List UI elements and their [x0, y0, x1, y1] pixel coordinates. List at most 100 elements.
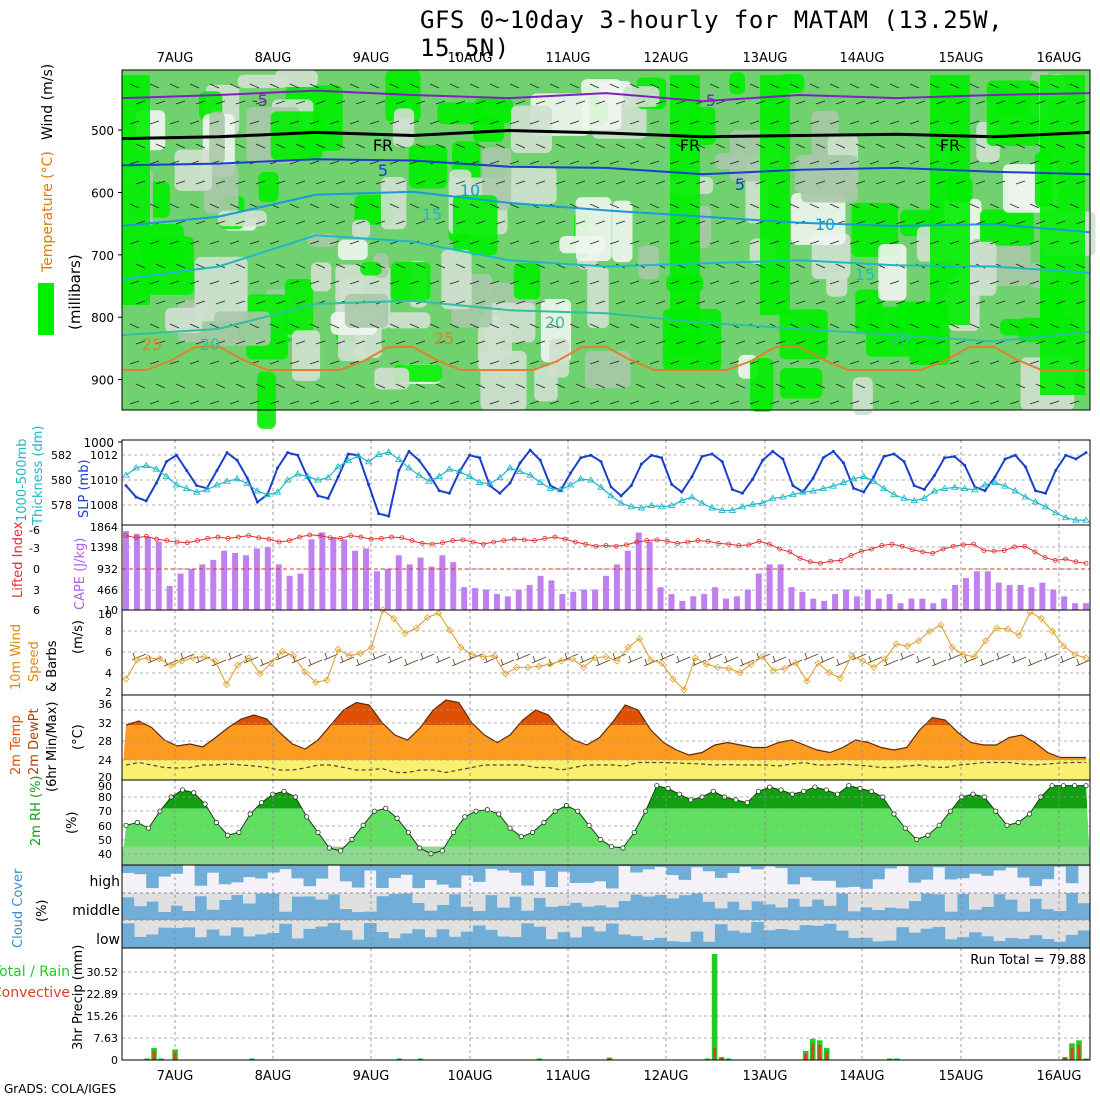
cloud-low-bar [158, 927, 171, 948]
slp-point [1023, 465, 1027, 469]
upper-wind-barb [235, 180, 246, 185]
upper-wind-barb [509, 120, 520, 125]
upper-wind-barb [755, 180, 766, 185]
cape-bar [712, 587, 719, 610]
upper-wind-barb [775, 143, 786, 149]
upper-wind-barb [1035, 180, 1046, 185]
upper-wind-barb [535, 340, 546, 345]
wind-barb [499, 659, 515, 667]
cloud-middle-gap [170, 893, 183, 906]
upper-wind-barb [555, 100, 566, 105]
cloud-middle-gap [315, 893, 329, 900]
slp-point [629, 484, 633, 488]
lifted-index-point [1042, 555, 1048, 560]
upper-wind-barb [515, 180, 526, 185]
upper-wind-barb [415, 180, 426, 185]
upper-wind-barb [849, 203, 860, 209]
rh2m-point [1049, 783, 1055, 789]
wind-barb-flag [836, 658, 840, 666]
wind-barb-flag [324, 652, 328, 660]
cloud-high-bar [884, 865, 897, 869]
wind-barb-flag [756, 652, 760, 660]
slp-point [1084, 451, 1088, 455]
upper-wind-barb [815, 100, 826, 105]
wind-speed-point [669, 675, 677, 683]
thickness-point [435, 472, 444, 479]
rh2m-point [405, 829, 411, 836]
wind-barb-flag [228, 652, 232, 660]
lifted-index-tick-label: 6 [33, 604, 40, 617]
cloud-low-bar [315, 926, 329, 948]
upper-wind-barb [749, 360, 760, 365]
cloud-high-bar [654, 865, 667, 867]
upper-wind-barb [675, 143, 686, 149]
precip-convective-bar [173, 1052, 177, 1060]
cloud-low-bar [351, 939, 365, 948]
upper-wind-barb [149, 240, 160, 245]
upper-wind-barb [149, 360, 160, 365]
upper-wind-barb [955, 383, 966, 389]
upper-wind-barb [415, 383, 426, 389]
wind-speed-point [680, 686, 688, 694]
upper-wind-barb [769, 360, 780, 365]
upper-wind-barb [1009, 83, 1020, 89]
upper-wind-barb [129, 323, 140, 329]
upper-wind-barb [1029, 120, 1040, 125]
top-date-label: 14AUG [839, 51, 884, 66]
top-date-label: 13AUG [742, 51, 787, 66]
lifted-index-point [297, 534, 303, 540]
slp-point [619, 494, 623, 498]
upper-wind-barb [155, 263, 166, 269]
wind-speed-point [1004, 625, 1012, 633]
thickness-point [1031, 498, 1040, 505]
cloud-high-bar [376, 865, 389, 888]
upper-wind-barb [449, 203, 460, 209]
upper-wind-barb [315, 263, 326, 269]
upper-wind-barb [709, 400, 720, 405]
upper-wind-barb [309, 400, 320, 405]
wind-barb [467, 653, 483, 661]
lifted-index-point [470, 539, 476, 545]
cape-bar [581, 589, 588, 610]
rh-shading-cell [504, 166, 557, 205]
upper-wind-barb [795, 300, 806, 305]
upper-wind-barb [1009, 160, 1020, 165]
slp-point [932, 474, 936, 478]
upper-wind-barb [815, 340, 826, 345]
slp-point [751, 477, 755, 481]
upper-wind-barb [969, 400, 980, 405]
wind-barb [947, 653, 963, 661]
cloud-low-bar [497, 936, 510, 948]
wind-barb [451, 659, 467, 667]
upper-wind-barb [689, 400, 700, 405]
thickness-tick-label: 578 [51, 499, 72, 512]
wind-speed-point [892, 640, 900, 648]
cape-bar [908, 598, 915, 610]
upper-wind-barb [475, 340, 486, 345]
lifted-index-point [542, 536, 548, 541]
cloud-middle-gap [1017, 893, 1030, 912]
upper-wind-barb [155, 340, 166, 345]
upper-wind-barb [535, 383, 546, 389]
slp-point [518, 461, 522, 465]
cloud-high-bar [303, 865, 317, 887]
upper-wind-barb [675, 100, 686, 105]
upper-wind-barb [889, 83, 900, 89]
upper-wind-barb [435, 340, 446, 345]
thickness-point [475, 478, 484, 485]
wind-barb [707, 653, 723, 661]
lifted-index-ylabel: Lifted Index [11, 521, 26, 598]
upper-wind-barb [635, 300, 646, 305]
time-axes: 7AUG7AUG8AUG8AUG9AUG9AUG10AUG10AUG11AUG1… [157, 51, 1082, 1084]
wind-speed-point [635, 635, 644, 643]
upper-wind-barb [555, 340, 566, 345]
upper-wind-barb [329, 203, 340, 209]
lifted-index-point [991, 548, 997, 554]
cloud-high-bar [1065, 865, 1079, 884]
upper-wind-barb [709, 203, 720, 209]
wind-barb [611, 653, 627, 661]
thickness-tick-label: 580 [51, 474, 72, 487]
rh-shading-cell [148, 224, 184, 267]
